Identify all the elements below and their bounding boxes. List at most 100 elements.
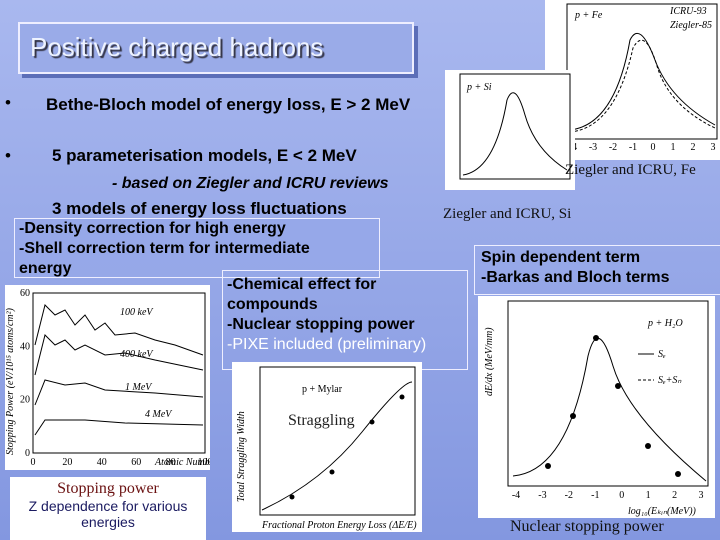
curve-label: 1 MeV	[125, 382, 153, 393]
point	[645, 443, 651, 449]
point	[369, 419, 375, 425]
plot-label: p + Mylar	[302, 384, 343, 395]
box-item: Spin dependent term	[481, 249, 641, 266]
plot-frame	[507, 300, 709, 487]
bullet: Bethe-Bloch model of energy loss, E > 2 …	[46, 95, 411, 114]
ticks: 0 20 40 60 80 100 0 20 40 60	[20, 288, 210, 468]
tick-label: 0	[651, 142, 656, 153]
tick-label: 3	[711, 142, 716, 153]
curve	[34, 379, 204, 406]
tick-label: -3	[538, 490, 546, 501]
point	[545, 463, 551, 469]
stopping-plot: 100 keV 400 keV 1 MeV 4 MeV Atomic Numbe…	[5, 285, 210, 470]
plot-label: p + H₂O	[647, 318, 683, 329]
title-box: Positive charged hadrons	[18, 22, 414, 74]
ticks: -4 -3 -2 -1 0 1 2 3	[512, 490, 704, 501]
curve	[462, 92, 568, 176]
plot-bg	[5, 285, 210, 470]
box-item: -Nuclear stopping power	[227, 316, 415, 333]
caption: Ziegler and ICRU, Fe	[565, 162, 696, 178]
high-energy-box: -Density correction for high energy -She…	[14, 218, 380, 278]
tick-label: 0	[619, 490, 624, 501]
tick-label: 1	[671, 142, 676, 153]
tick-label: 0	[31, 457, 36, 468]
box-item: -Chemical effect for compounds	[227, 276, 377, 313]
tick-label: 20	[62, 457, 72, 468]
x-label: Fractional Proton Energy Loss (ΔE/E)	[261, 520, 417, 531]
tick-label: 2	[691, 142, 696, 153]
curve	[512, 337, 707, 482]
low-energy-box: -Chemical effect for compounds -Nuclear …	[222, 270, 468, 370]
tick-label: 80	[166, 457, 176, 468]
bullet-dot: •	[5, 146, 11, 165]
tick-label: 40	[20, 341, 30, 352]
y-label: dE/dx (MeV/mm)	[484, 327, 495, 396]
y-label: Total Straggling Width	[236, 411, 247, 502]
plot-bg	[232, 362, 422, 532]
box-item: -PIXE included (preliminary)	[227, 336, 427, 353]
plot-bg	[478, 296, 715, 518]
legend: ICRU-93	[669, 6, 707, 17]
tick-label: 0	[25, 448, 30, 459]
tick-label: -1	[591, 490, 599, 501]
tick-label: -3	[589, 142, 597, 153]
point	[329, 469, 335, 475]
title: Positive charged hadrons	[30, 32, 324, 62]
curve	[34, 304, 204, 356]
caption: Stopping power	[57, 480, 159, 497]
curve	[34, 419, 204, 436]
tick-label: 20	[20, 395, 30, 406]
curve-label: 100 keV	[120, 307, 154, 318]
point	[593, 335, 599, 341]
curve-label: 4 MeV	[145, 409, 173, 420]
spin-box: Spin dependent term -Barkas and Bloch te…	[474, 245, 720, 295]
caption: Ziegler and ICRU, Si	[443, 206, 572, 222]
tick-label: 40	[97, 457, 107, 468]
tick-label: 1	[646, 490, 651, 501]
bullet-dot: •	[5, 93, 11, 112]
plot-frame	[259, 366, 416, 516]
point	[570, 413, 576, 419]
legend: Sₑ	[658, 349, 666, 360]
box-item: -Density correction for high energy	[19, 220, 286, 237]
tick-label: -1	[629, 142, 637, 153]
tick-label: -2	[609, 142, 617, 153]
caption: Straggling	[288, 412, 355, 429]
tick-label: 60	[20, 288, 30, 299]
box-item: -Shell correction term for intermediate …	[19, 240, 310, 277]
tick-label: -4	[512, 490, 520, 501]
tick-label: 60	[131, 457, 141, 468]
tick-label: 3	[699, 490, 704, 501]
plot-frame	[459, 73, 571, 180]
curve	[569, 39, 716, 133]
straggling-plot: p + Mylar Total Straggling Width Fractio…	[232, 362, 422, 532]
water-plot: p + H₂O Sₑ Sₑ+Sₙ log₁₀(Eₖᵢₙ(MeV)) dE/dx …	[478, 296, 715, 518]
y-label: Stopping Power (eV/10¹⁵ atoms/cm²)	[5, 307, 16, 455]
curve-label: 400 keV	[120, 349, 154, 360]
point	[399, 394, 405, 400]
box-item: -Barkas and Bloch terms	[481, 269, 670, 286]
point	[289, 494, 295, 500]
curve	[261, 381, 413, 511]
plot-label: p + Si	[466, 82, 492, 93]
bullet: 5 parameterisation models, E < 2 MeV	[52, 146, 357, 165]
tick-label: -2	[565, 490, 573, 501]
x-label: log₁₀(Eₖᵢₙ(MeV))	[628, 506, 697, 517]
sub-bullet: - based on Ziegler and ICRU reviews	[112, 175, 389, 192]
bullet: 3 models of energy loss fluctuations	[52, 199, 347, 218]
plot-bg	[445, 70, 575, 190]
legend: Sₑ+Sₙ	[658, 375, 682, 386]
tick-label: 2	[672, 490, 677, 501]
point	[615, 383, 621, 389]
caption: Z dependence for various energies	[28, 498, 188, 530]
x-label: Atomic Number	[154, 457, 210, 468]
caption: Nuclear stopping power	[510, 518, 664, 535]
caption-box: Stopping power Z dependence for various …	[10, 477, 206, 540]
si-plot: p + Si	[445, 70, 575, 190]
plot-label: p + Fe	[574, 10, 603, 21]
point	[675, 471, 681, 477]
curve	[569, 32, 716, 131]
tick-label: 100	[198, 457, 211, 468]
curve	[34, 334, 204, 376]
